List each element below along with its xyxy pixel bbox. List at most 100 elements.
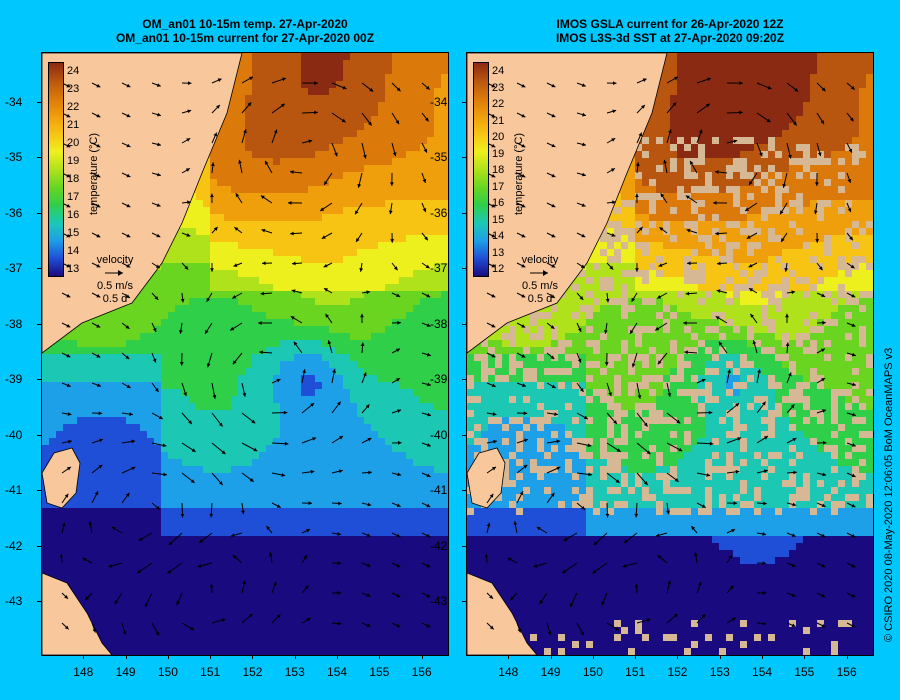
temperature-cell	[252, 165, 259, 172]
temperature-cell	[245, 347, 252, 354]
temperature-cell	[364, 256, 371, 263]
temperature-cell	[385, 81, 392, 88]
temperature-cell	[231, 431, 238, 438]
temperature-cell	[357, 473, 364, 480]
temperature-cell	[441, 368, 448, 375]
temperature-cell	[294, 613, 301, 620]
temperature-cell	[231, 592, 238, 599]
temperature-cell	[182, 417, 189, 424]
temperature-cell	[336, 221, 343, 228]
temperature-cell	[217, 137, 224, 144]
temperature-cell	[350, 445, 357, 452]
temperature-cell	[280, 172, 287, 179]
temperature-cell	[182, 333, 189, 340]
temperature-cell	[140, 438, 147, 445]
temperature-cell	[259, 277, 266, 284]
temperature-cell	[357, 312, 364, 319]
temperature-cell	[175, 627, 182, 634]
temperature-cell	[56, 340, 63, 347]
temperature-cell	[406, 277, 413, 284]
temperature-cell	[336, 508, 343, 515]
temperature-cell	[343, 116, 350, 123]
temperature-cell	[301, 403, 308, 410]
temperature-cell	[140, 291, 147, 298]
temperature-cell	[182, 396, 189, 403]
temperature-cell	[119, 494, 126, 501]
temperature-cell	[308, 53, 315, 60]
temperature-cell	[413, 207, 420, 214]
temperature-cell	[343, 452, 350, 459]
temperature-cell	[84, 459, 91, 466]
temperature-cell	[56, 543, 63, 550]
temperature-cell	[273, 571, 280, 578]
temperature-cell	[210, 333, 217, 340]
temperature-cell	[315, 207, 322, 214]
temperature-cell	[161, 508, 168, 515]
temperature-cell	[336, 417, 343, 424]
temperature-cell	[126, 529, 133, 536]
temperature-cell	[231, 368, 238, 375]
temperature-cell	[287, 487, 294, 494]
temperature-cell	[126, 431, 133, 438]
temperature-cell	[399, 340, 406, 347]
temperature-cell	[315, 431, 322, 438]
temperature-cell	[245, 501, 252, 508]
temperature-cell	[273, 249, 280, 256]
temperature-cell	[413, 438, 420, 445]
temperature-cell	[364, 165, 371, 172]
temperature-cell	[112, 333, 119, 340]
temperature-cell	[336, 277, 343, 284]
temperature-cell	[427, 438, 434, 445]
model-temperature-map[interactable]	[41, 52, 449, 656]
temperature-cell	[434, 347, 441, 354]
temperature-cell	[427, 214, 434, 221]
temperature-cell	[385, 557, 392, 564]
temperature-cell	[70, 501, 77, 508]
temperature-cell	[385, 74, 392, 81]
temperature-cell	[378, 396, 385, 403]
temperature-cell	[413, 228, 420, 235]
temperature-cell	[182, 466, 189, 473]
temperature-cell	[56, 564, 63, 571]
temperature-cell	[406, 557, 413, 564]
temperature-cell	[364, 172, 371, 179]
temperature-cell	[245, 326, 252, 333]
temperature-cell	[287, 270, 294, 277]
temperature-cell	[84, 438, 91, 445]
temperature-cell	[217, 529, 224, 536]
temperature-cell	[294, 536, 301, 543]
temperature-cell	[189, 564, 196, 571]
temperature-cell	[364, 550, 371, 557]
temperature-cell	[371, 585, 378, 592]
temperature-cell	[203, 627, 210, 634]
temperature-cell	[399, 109, 406, 116]
temperature-cell	[273, 242, 280, 249]
temperature-cell	[259, 592, 266, 599]
temperature-cell	[224, 410, 231, 417]
temperature-cell	[287, 648, 294, 655]
temperature-cell	[364, 641, 371, 648]
temperature-cell	[273, 494, 280, 501]
temperature-cell	[434, 396, 441, 403]
temperature-cell	[329, 319, 336, 326]
temperature-cell	[56, 347, 63, 354]
temperature-cell	[217, 613, 224, 620]
temperature-cell	[231, 634, 238, 641]
temperature-cell	[133, 305, 140, 312]
temperature-cell	[196, 613, 203, 620]
temperature-cell	[378, 333, 385, 340]
temperature-cell	[413, 634, 420, 641]
temperature-cell	[350, 228, 357, 235]
temperature-cell	[133, 536, 140, 543]
temperature-cell	[392, 389, 399, 396]
temperature-cell	[105, 494, 112, 501]
temperature-cell	[343, 382, 350, 389]
temperature-cell	[399, 235, 406, 242]
temperature-cell	[105, 319, 112, 326]
temperature-cell	[287, 501, 294, 508]
temperature-cell	[49, 396, 56, 403]
temperature-cell	[273, 347, 280, 354]
temperature-cell	[420, 501, 427, 508]
temperature-cell	[420, 95, 427, 102]
temperature-cell	[392, 417, 399, 424]
